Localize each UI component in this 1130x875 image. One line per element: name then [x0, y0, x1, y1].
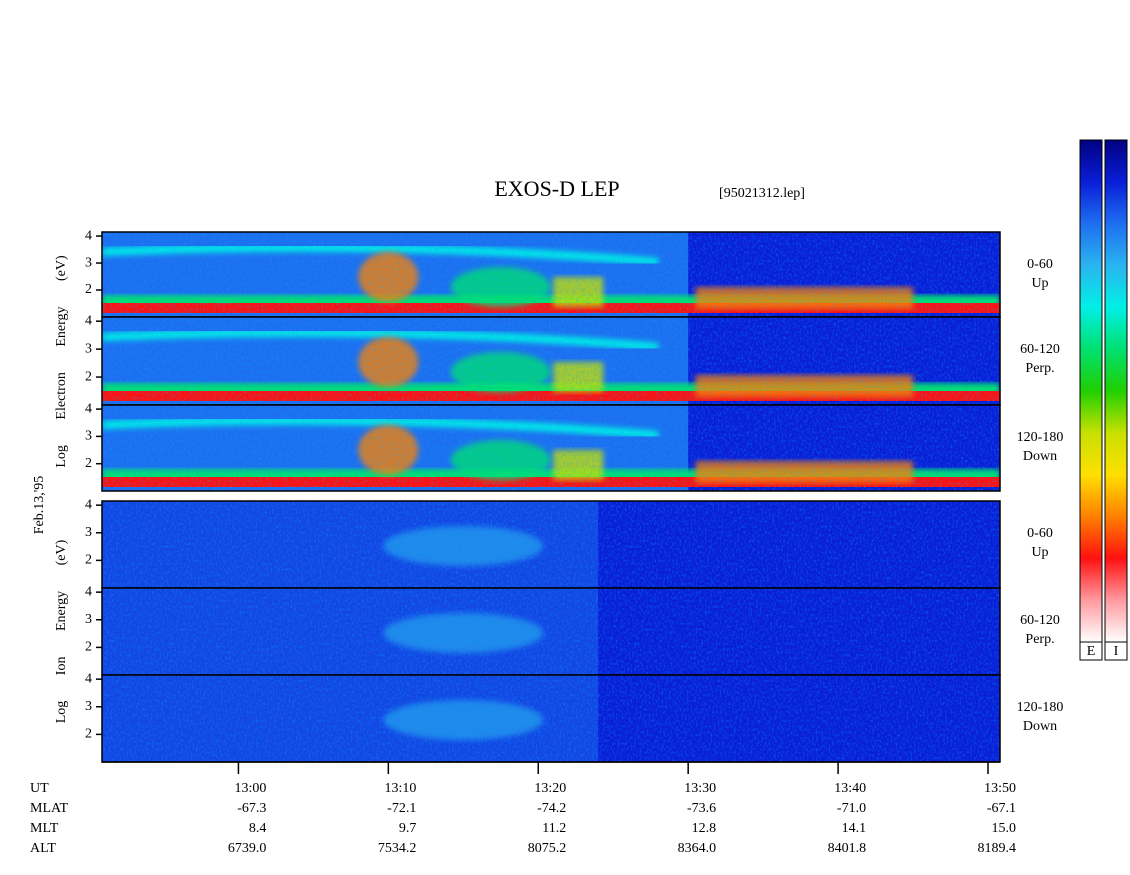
direction-label: Up [1031, 545, 1048, 560]
direction-label: Perp. [1025, 632, 1054, 647]
y-tick-label: 2 [85, 553, 92, 568]
spectrogram-noise [102, 501, 1000, 588]
spectrogram-noise [102, 405, 1000, 491]
colorbar-label: I [1114, 644, 1119, 659]
y-tick-label: 2 [85, 727, 92, 742]
y-tick-label: 4 [85, 401, 92, 416]
y-tick-label: 2 [85, 369, 92, 384]
spectrogram-panel [102, 317, 1000, 405]
x-tick-label: 13:40 [834, 781, 866, 796]
y-tick-label: 4 [85, 671, 92, 686]
colorbar [1079, 139, 1103, 643]
ephemeris-value: 9.7 [399, 821, 417, 836]
date-label: Feb.13,'95 [32, 476, 47, 535]
y-tick-label: 3 [85, 255, 92, 270]
ephemeris-name: ALT [30, 841, 56, 856]
ephemeris-value: 14.1 [842, 821, 867, 836]
ephemeris-value: 8401.8 [828, 841, 867, 856]
spectrogram-panel [102, 501, 1000, 588]
x-tick-label: 13:00 [235, 781, 267, 796]
direction-label: Down [1023, 449, 1057, 464]
colorbar-label-box [1079, 641, 1103, 661]
ephemeris-value: -73.6 [687, 801, 716, 816]
ephemeris-value: 6739.0 [228, 841, 267, 856]
y-tick-label: 2 [85, 282, 92, 297]
ephemeris-value: 8189.4 [978, 841, 1017, 856]
colorbar-label: E [1087, 644, 1096, 659]
spectrogram-noise [102, 317, 1000, 405]
y-tick-label: 2 [85, 456, 92, 471]
direction-label: Up [1031, 276, 1048, 291]
x-axis-label: UT [30, 781, 49, 796]
y-tick-label: 3 [85, 612, 92, 627]
spectrogram-panel [102, 405, 1000, 491]
y-tick-label: 3 [85, 429, 92, 444]
y-tick-label: 4 [85, 228, 92, 243]
y-axis-label: Log Electron Energy (eV) [54, 255, 69, 468]
y-tick-label: 2 [85, 640, 92, 655]
spectrogram-panel [102, 232, 1000, 317]
ephemeris-value: 7534.2 [378, 841, 417, 856]
y-tick-label: 4 [85, 313, 92, 328]
y-tick-label: 3 [85, 699, 92, 714]
spectrogram-noise [102, 588, 1000, 675]
y-tick-label: 4 [85, 497, 92, 512]
ephemeris-value: 12.8 [692, 821, 717, 836]
spectrogram-noise [102, 675, 1000, 762]
ephemeris-value: 8364.0 [678, 841, 717, 856]
chart-title: EXOS-D LEP [494, 176, 619, 201]
direction-label: Perp. [1025, 361, 1054, 376]
ephemeris-value: -72.1 [387, 801, 416, 816]
ephemeris-value: 11.2 [542, 821, 566, 836]
x-tick-label: 13:20 [534, 781, 566, 796]
y-axis-label: Log Ion Energy (eV) [54, 539, 69, 723]
spectrogram-panel [102, 588, 1000, 675]
channel-label: 0-60 [1027, 526, 1053, 541]
direction-label: Down [1023, 719, 1057, 734]
x-tick-label: 13:30 [684, 781, 716, 796]
ephemeris-value: 15.0 [992, 821, 1017, 836]
channel-label: 60-120 [1020, 613, 1060, 628]
ephemeris-value: 8075.2 [528, 841, 567, 856]
channel-label: 120-180 [1017, 430, 1064, 445]
ephemeris-value: 8.4 [249, 821, 267, 836]
colorbar [1104, 139, 1128, 643]
channel-label: 60-120 [1020, 342, 1060, 357]
subtitle: [95021312.lep] [719, 186, 805, 201]
y-tick-label: 3 [85, 525, 92, 540]
ephemeris-name: MLT [30, 821, 59, 836]
ephemeris-value: -74.2 [537, 801, 566, 816]
ephemeris-value: -71.0 [837, 801, 866, 816]
x-tick-label: 13:50 [984, 781, 1016, 796]
ephemeris-value: -67.3 [237, 801, 266, 816]
y-tick-label: 3 [85, 341, 92, 356]
y-tick-label: 4 [85, 584, 92, 599]
spectrogram-noise [102, 232, 1000, 317]
ephemeris-value: -67.1 [987, 801, 1016, 816]
spectrogram-panel [102, 675, 1000, 762]
x-tick-label: 13:10 [384, 781, 416, 796]
channel-label: 0-60 [1027, 257, 1053, 272]
colorbar-label-box [1104, 641, 1128, 661]
panel-frame [101, 404, 1001, 492]
ephemeris-name: MLAT [30, 801, 69, 816]
channel-label: 120-180 [1017, 700, 1064, 715]
